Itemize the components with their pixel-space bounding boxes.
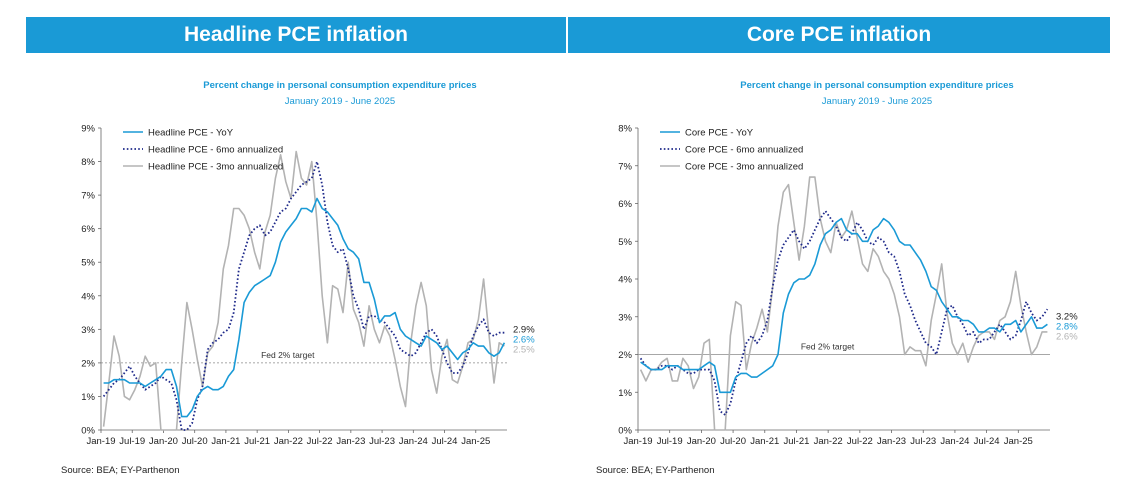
y-tick-label: 5% xyxy=(618,237,632,248)
y-tick-label: 3% xyxy=(618,312,632,323)
x-tick-label: Jan-25 xyxy=(461,436,490,447)
x-tick-label: Jan-21 xyxy=(750,436,779,447)
x-tick-label: Jul-20 xyxy=(720,436,746,447)
series-line-core-pce-6mo-annualized xyxy=(639,210,1049,416)
y-tick-label: 0% xyxy=(618,426,632,437)
fed-target-label: Fed 2% target xyxy=(261,350,315,360)
x-tick-label: Jul-20 xyxy=(182,436,208,447)
x-tick-label: Jul-23 xyxy=(910,436,936,447)
source-note: Source: BEA; EY-Parthenon xyxy=(596,465,715,476)
y-tick-label: 2% xyxy=(81,358,95,369)
legend-entry: Headline PCE - YoY xyxy=(148,128,234,139)
x-tick-label: Jul-21 xyxy=(784,436,810,447)
x-tick-label: Jan-24 xyxy=(399,436,428,447)
core-pce-chart: 0% 1% 2% 3% 4% 5% 6% 7% 8% Jan-19 Jul-19 Jan-20 Jul-… xyxy=(618,124,1078,448)
end-value-label: 2.6% xyxy=(513,335,535,346)
y-tick-label: 4% xyxy=(618,275,632,286)
end-value-label: 2.5% xyxy=(513,345,535,356)
fed-target-label: Fed 2% target xyxy=(801,342,855,352)
end-value-label: 2.8% xyxy=(1056,321,1078,332)
y-tick-label: 7% xyxy=(618,161,632,172)
series-line-core-pce-3mo-annualized xyxy=(639,176,1048,431)
x-tick-label: Jan-20 xyxy=(687,436,716,447)
source-note: Source: BEA; EY-Parthenon xyxy=(61,465,180,476)
y-tick-label: 6% xyxy=(81,224,95,235)
series-line-headline-pce-yoy xyxy=(103,197,506,418)
x-tick-label: Jan-23 xyxy=(877,436,906,447)
legend-entry: Headline PCE - 3mo annualized xyxy=(148,162,283,173)
y-tick-label: 7% xyxy=(81,191,95,202)
core-chart-panel: Percent change in personal consumption e… xyxy=(592,70,1092,490)
x-tick-label: Jul-22 xyxy=(847,436,873,447)
x-tick-label: Jul-24 xyxy=(432,436,458,447)
y-tick-label: 3% xyxy=(81,325,95,336)
series-line-headline-pce-6mo-annualized xyxy=(102,160,505,431)
x-tick-label: Jul-21 xyxy=(244,436,270,447)
x-tick-label: Jul-22 xyxy=(307,436,333,447)
x-tick-label: Jul-23 xyxy=(369,436,395,447)
x-tick-label: Jan-24 xyxy=(940,436,969,447)
y-tick-label: 2% xyxy=(618,350,632,361)
chart-title: Percent change in personal consumption e… xyxy=(740,80,1014,91)
end-value-label: 3.2% xyxy=(1056,311,1078,322)
x-tick-label: Jan-22 xyxy=(274,436,303,447)
legend-entry: Core PCE - 3mo annualized xyxy=(685,162,803,173)
x-tick-label: Jan-25 xyxy=(1004,436,1033,447)
y-tick-label: 1% xyxy=(81,392,95,403)
end-value-label: 2.9% xyxy=(513,325,535,336)
series-line-core-pce-yoy xyxy=(640,217,1048,394)
headline-chart-panel: Percent change in personal consumption e… xyxy=(55,70,555,490)
chart-title: Percent change in personal consumption e… xyxy=(203,80,477,91)
y-tick-label: 5% xyxy=(81,258,95,269)
x-tick-label: Jan-21 xyxy=(211,436,240,447)
x-tick-label: Jan-22 xyxy=(814,436,843,447)
x-tick-label: Jan-19 xyxy=(623,436,652,447)
legend-entry: Core PCE - YoY xyxy=(685,128,754,139)
legend-entry: Core PCE - 6mo annualized xyxy=(685,145,803,156)
x-tick-label: Jul-19 xyxy=(657,436,683,447)
x-tick-label: Jul-19 xyxy=(119,436,145,447)
headline-pce-chart: 0% 1% 2% 3% 4% 5% 6% 7% 8% 9% Jan-19 Jul-19 Jan-20 Ju… xyxy=(81,124,535,448)
x-tick-label: Jul-24 xyxy=(974,436,1000,447)
series-line-headline-pce-3mo-annualized xyxy=(102,150,505,431)
x-tick-label: Jan-23 xyxy=(336,436,365,447)
chart-subtitle: January 2019 - June 2025 xyxy=(821,96,933,107)
y-tick-label: 4% xyxy=(81,291,95,302)
y-tick-label: 0% xyxy=(81,426,95,437)
core-banner: Core PCE inflation xyxy=(568,17,1110,53)
x-tick-label: Jan-20 xyxy=(149,436,178,447)
end-value-label: 2.6% xyxy=(1056,331,1078,342)
legend-entry: Headline PCE - 6mo annualized xyxy=(148,145,283,156)
y-tick-label: 9% xyxy=(81,124,95,135)
y-tick-label: 8% xyxy=(81,157,95,168)
x-tick-label: Jan-19 xyxy=(86,436,115,447)
chart-subtitle: January 2019 - June 2025 xyxy=(284,96,396,107)
y-tick-label: 6% xyxy=(618,199,632,210)
y-tick-label: 8% xyxy=(618,124,632,135)
y-tick-label: 1% xyxy=(618,388,632,399)
headline-banner: Headline PCE inflation xyxy=(26,17,566,53)
